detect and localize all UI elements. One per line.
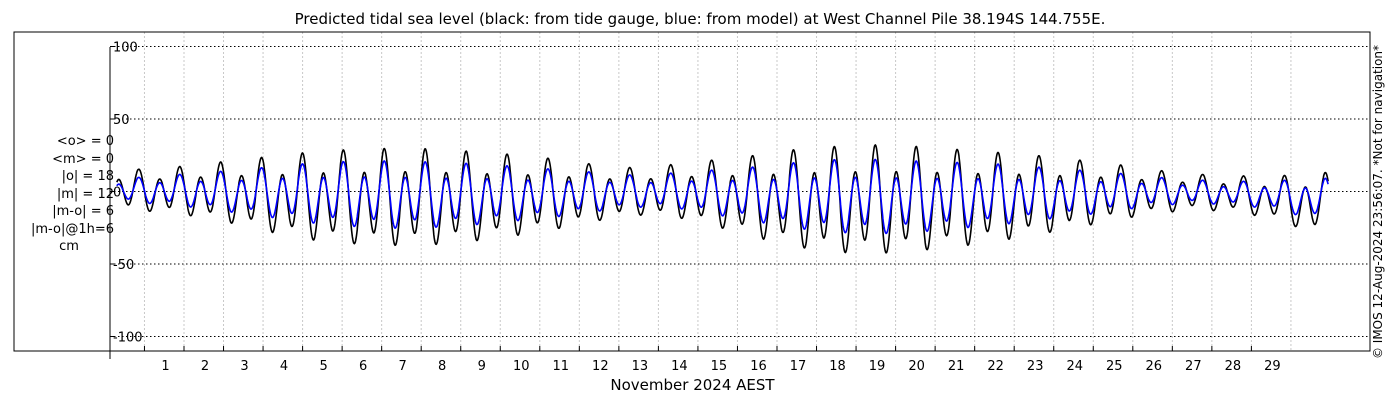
chart-title: Predicted tidal sea level (black: from t… [294,10,1106,28]
x-tick-label: 10 [513,359,530,374]
x-tick-label: 26 [1146,359,1163,374]
stat-abs-obs: |o| = 18 [61,169,114,184]
stat-mean-model: <m> = 0 [52,151,114,167]
stat-abs-diff: |m-o| = 6 [52,204,114,219]
stat-unit: cm [59,239,79,254]
x-tick-label: 5 [319,359,327,374]
x-axis-label: November 2024 AEST [610,376,775,394]
x-tick-label: 27 [1185,359,1202,374]
x-tick-label: 20 [908,359,925,374]
stats-panel: <o> = 0 <m> = 0 |o| = 18 |m| = 12 |m-o| … [18,133,114,256]
x-tick-label: 12 [592,359,609,374]
stat-abs-diff-1h: |m-o|@1h=6 [31,221,114,237]
x-tick-label: 13 [632,359,649,374]
x-tick-label: 25 [1106,359,1123,374]
y-tick-label: 50 [113,113,130,128]
x-tick-label: 16 [750,359,767,374]
stat-abs-model: |m| = 12 [56,186,114,202]
x-tick-label: 14 [671,359,688,374]
x-tick-label: 23 [1027,359,1044,374]
x-tick-label: 2 [201,359,209,374]
x-tick-label: 11 [553,359,570,374]
x-tick-label: 22 [987,359,1004,374]
y-tick-label: -100 [113,331,143,346]
x-tick-label: 7 [399,359,407,374]
x-tick-label: 3 [240,359,248,374]
x-tick-label: 19 [869,359,886,374]
x-tick-label: 28 [1225,359,1242,374]
x-tick-label: 6 [359,359,367,374]
series-line-tide-gauge [116,143,1329,254]
y-tick-label: 0 [113,186,121,201]
x-tick-label: 18 [829,359,846,374]
x-tick-label: 9 [478,359,486,374]
x-tick-label: 21 [948,359,965,374]
stat-mean-obs: <o> = 0 [56,134,114,149]
x-tick-label: 29 [1264,359,1281,374]
x-tick-label: 24 [1066,359,1083,374]
y-tick-label: -50 [113,258,134,273]
x-tick-label: 17 [790,359,807,374]
x-tick-label: 4 [280,359,288,374]
plot-frame [13,31,1371,352]
y-tick-label: 100 [113,41,138,56]
copyright-note: © IMOS 12-Aug-2024 23:56:07. *Not for na… [1371,44,1385,360]
series-line-model [116,158,1329,235]
x-tick-label: 15 [711,359,728,374]
x-tick-label: 8 [438,359,446,374]
x-tick-label: 1 [161,359,169,374]
